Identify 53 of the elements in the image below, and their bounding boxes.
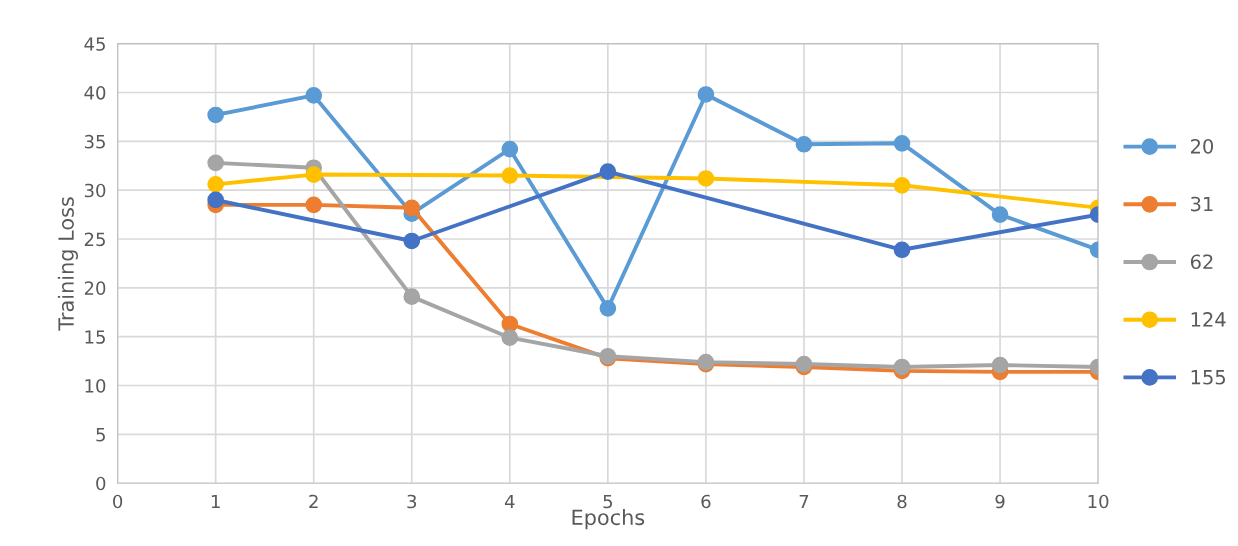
point (501, 167, 519, 184)
point (207, 154, 224, 172)
x-axis-title: Epochs (572, 509, 645, 530)
point (893, 134, 911, 152)
point (697, 170, 715, 187)
x-tick-label: 6 (701, 494, 711, 509)
point (305, 166, 323, 183)
point (403, 199, 421, 217)
legend-label: 155 (1191, 370, 1225, 385)
point (893, 176, 911, 194)
point (403, 288, 421, 305)
y-tick-label: 10 (85, 379, 106, 393)
point (599, 300, 617, 317)
x-tick-label: 9 (995, 494, 1005, 509)
point (305, 87, 323, 104)
y-tick-label: 30 (84, 183, 106, 198)
x-tick-label: 0 (113, 494, 123, 509)
y-tick-label: 15 (85, 330, 105, 344)
y-tick-label: 0 (96, 476, 106, 491)
legend-label: 124 (1191, 312, 1226, 327)
x-tick-label: 4 (504, 494, 515, 509)
point (207, 191, 224, 209)
y-tick-label: 35 (84, 134, 105, 149)
legend-label: 62 (1190, 254, 1213, 270)
x-tick-label: 1 (211, 494, 220, 509)
point (207, 175, 224, 193)
point (991, 356, 1009, 374)
point (207, 106, 224, 124)
point (305, 196, 323, 214)
point (501, 329, 519, 347)
point (501, 315, 519, 333)
x-tick-label: 8 (897, 494, 907, 509)
x-tick-label: 7 (799, 494, 809, 509)
point (599, 163, 617, 180)
y-tick-label: 5 (96, 428, 105, 442)
x-tick-label: 10 (1088, 494, 1109, 509)
y-tick-label: 20 (84, 281, 106, 295)
x-tick-label: 5 (603, 494, 613, 509)
y-axis-title: Training Loss (57, 197, 78, 331)
point (403, 232, 421, 250)
point (501, 140, 519, 158)
point (893, 358, 911, 376)
y-tick-label: 40 (84, 85, 106, 100)
y-tick-label: 25 (84, 232, 105, 247)
point (795, 135, 813, 153)
legend-label: 31 (1191, 196, 1213, 212)
x-tick-label: 3 (407, 494, 417, 509)
point (697, 86, 715, 103)
point (893, 241, 911, 259)
legend-label: 20 (1191, 138, 1214, 154)
x-tick-label: 2 (309, 494, 318, 509)
y-tick-label: 45 (84, 37, 105, 51)
point (991, 206, 1009, 223)
